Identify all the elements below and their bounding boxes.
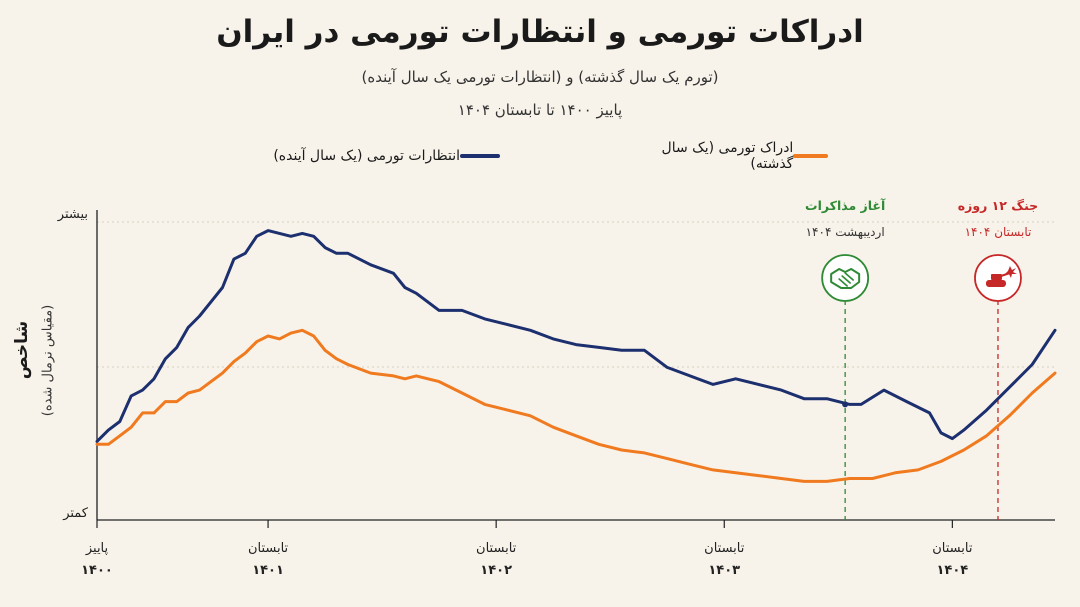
series-line-1	[95, 328, 1057, 483]
x-tick-year-2: ۱۴۰۲	[480, 563, 512, 578]
y-axis-top-label: بیشتر	[57, 207, 88, 222]
x-tick-season-4: تابستان	[932, 541, 973, 556]
tank-body	[985, 280, 1006, 287]
x-tick-year-1: ۱۴۰۱	[252, 563, 284, 578]
handshake-fingers	[838, 272, 854, 287]
legend-item-expectation: انتظارات تورمی (یک سال آینده)	[248, 146, 510, 166]
x-tick-season-1: تابستان	[248, 541, 289, 556]
handshake-shape	[830, 268, 861, 289]
tank-turret	[990, 274, 1002, 280]
x-tick-season-3: تابستان	[704, 541, 745, 556]
x-tick-season-2: تابستان	[476, 541, 517, 556]
event-marker-point	[842, 401, 849, 408]
x-tick-year-0: ۱۴۰۰	[81, 563, 113, 578]
legend-label-perception: ادراک تورمی (یک سال گذشته)	[661, 140, 794, 172]
x-tick-year-3: ۱۴۰۳	[708, 563, 740, 578]
tank-icon	[974, 254, 1022, 302]
series-group	[95, 229, 1057, 483]
events-group: آغاز مذاکرات اردیبهشت ۱۴۰۴ جنگ ۱۲ روزه تابس…	[805, 198, 1038, 520]
x-tick-year-4: ۱۴۰۴	[936, 563, 968, 578]
chart-title: ادراکات تورمی و انتظارات تورمی در ایران	[216, 14, 864, 50]
series-line-0	[95, 229, 1057, 443]
x-ticks-group: پاییز ۱۴۰۰ تابستان ۱۴۰۱ تابستان ۱۴۰۲ تابستان ۱۴…	[81, 520, 973, 578]
legend-swatch-perception	[793, 154, 828, 158]
chart-subtitle: (تورم یک سال گذشته) و (انتظارات تورمی یک…	[361, 68, 719, 86]
legend-swatch-expectation	[460, 154, 500, 158]
handshake-icon	[821, 254, 870, 302]
x-tick-season-0: پاییز	[85, 541, 109, 556]
event-label-1: جنگ ۱۲ روزه	[958, 198, 1038, 213]
event-date-0: اردیبهشت ۱۴۰۴	[806, 225, 885, 240]
y-axis-bottom-label: کمتر	[62, 506, 89, 521]
tank-blast	[1004, 266, 1017, 278]
legend-label-expectation: انتظارات تورمی (یک سال آینده)	[273, 148, 460, 164]
event-label-0: آغاز مذاکرات	[805, 198, 886, 213]
chart-period: پاییز ۱۴۰۰ تا تابستان ۱۴۰۴	[457, 101, 623, 119]
legend-item-perception: ادراک تورمی (یک سال گذشته)	[638, 140, 838, 172]
event-date-1: تابستان ۱۴۰۴	[965, 225, 1032, 239]
